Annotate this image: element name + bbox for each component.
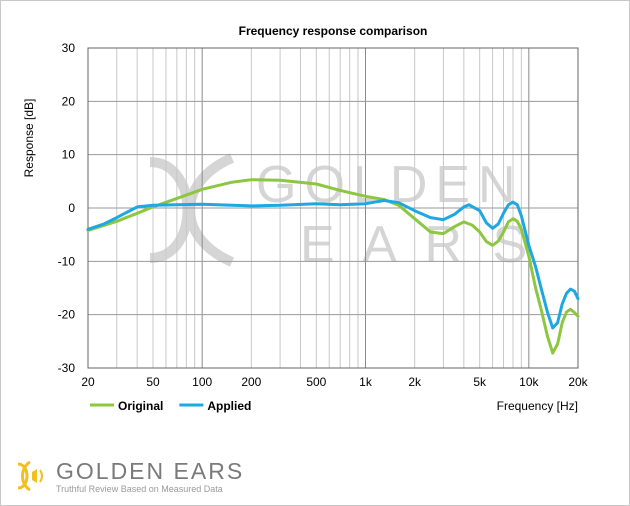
y-tick-label: -20 xyxy=(58,308,76,322)
brand-tagline: Truthful Review Based on Measured Data xyxy=(56,484,223,494)
y-tick-label: 30 xyxy=(62,41,76,55)
x-tick-label: 10k xyxy=(519,375,539,389)
legend-label: Original xyxy=(118,399,163,413)
x-tick-label: 200 xyxy=(241,375,261,389)
y-tick-label: -10 xyxy=(58,254,76,268)
y-axis-label: Response [dB] xyxy=(22,99,36,178)
x-tick-label: 20k xyxy=(568,375,588,389)
watermark-logo-arc xyxy=(185,153,235,267)
golden-ears-logo-icon xyxy=(17,460,43,492)
brand-footer: GOLDEN EARS Truthful Review Based on Mea… xyxy=(14,456,314,496)
x-tick-label: 50 xyxy=(146,375,160,389)
plot-area-border xyxy=(87,47,579,369)
y-tick-label: 0 xyxy=(68,201,75,215)
legend-label: Applied xyxy=(207,399,251,413)
x-tick-label: 500 xyxy=(306,375,326,389)
y-tick-label: 20 xyxy=(62,94,76,108)
x-tick-label: 100 xyxy=(192,375,212,389)
watermark-text: E A R S xyxy=(300,216,535,274)
x-tick-label: 20 xyxy=(81,375,95,389)
x-tick-label: 2k xyxy=(408,375,422,389)
brand-name: GOLDEN EARS xyxy=(56,458,245,484)
chart-title: Frequency response comparison xyxy=(239,24,428,38)
y-tick-label: -30 xyxy=(58,361,76,375)
series-line-applied xyxy=(86,199,580,330)
y-tick-label: 10 xyxy=(62,148,76,162)
x-tick-label: 5k xyxy=(473,375,487,389)
series-line-original xyxy=(86,178,580,355)
watermark-logo-arc xyxy=(149,157,193,263)
x-tick-label: 1k xyxy=(359,375,373,389)
x-axis-label: Frequency [Hz] xyxy=(497,399,578,413)
